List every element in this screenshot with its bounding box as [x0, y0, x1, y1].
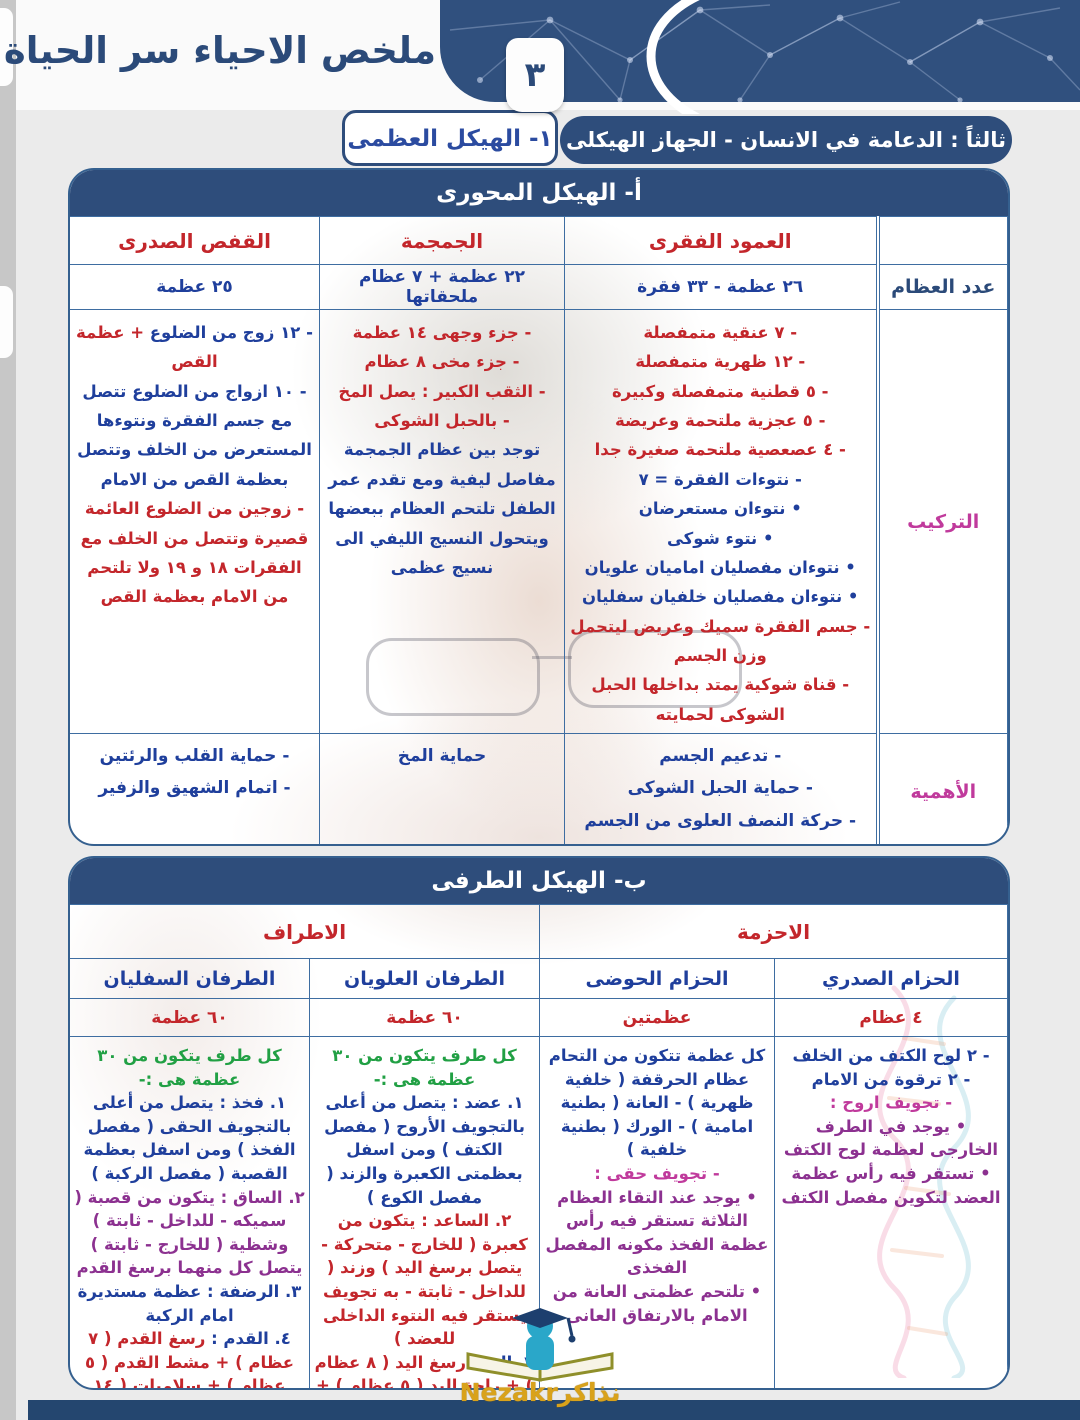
- list-item: • تلتحم عظمتى العانة من الامام بالارتفاق…: [552, 1281, 762, 1325]
- lower-limbs-bone-count: ٦٠ عظمة: [70, 998, 310, 1037]
- row-label-importance: الأهمية: [875, 733, 1008, 844]
- spine-bone-count: ٢٦ عظمة - ٣٣ فقرة: [564, 264, 878, 310]
- ribcage-bone-count: ٢٥ عظمة: [70, 264, 320, 310]
- pectoral-girdle-cell: - ٢ لوح الكتف من الخلف - ٢ ترقوة من الام…: [774, 1036, 1008, 1388]
- skull-note: توجد بين عظام الجمجمة مفاصل ليفية ومع تق…: [328, 440, 556, 577]
- pectoral-bone-count: ٤ عظام: [774, 998, 1008, 1037]
- column-header-ribcage: القفص الصدرى: [70, 216, 320, 265]
- list-item: ٢. الساعد : يتكون من كعبرة ( للخارج - مت…: [321, 1211, 528, 1349]
- list-item-segment: رسغ اليد ( ٨ عظام ) + راحة اليد ( ٥ عظام…: [314, 1352, 534, 1390]
- list-item-segment: + عظمة القص: [76, 323, 218, 372]
- spine-importance-cell: - تدعيم الجسم - حماية الحبل الشوكى - حرك…: [564, 733, 878, 844]
- watermark-logo: نذاكرNezakr: [430, 1296, 650, 1407]
- list-item: • نتوء شوكى: [666, 528, 774, 548]
- list-item: • نتوءان مستعرضان: [638, 499, 802, 519]
- watermark-latin: Nezakr: [459, 1378, 558, 1407]
- group-header-limbs: الاطراف: [70, 904, 540, 959]
- column-header-skull: الجمجمة: [319, 216, 565, 265]
- pelvic-bone-count: عظمتين: [539, 998, 775, 1037]
- list-item: ١. عضد : يتصل من أعلى بالتجويف الأروح ( …: [324, 1093, 525, 1207]
- page-edge-tab: [0, 8, 13, 86]
- axial-table-header: أ- الهيكل المحورى: [70, 170, 1008, 216]
- list-item: حماية المخ: [397, 746, 487, 766]
- list-item-segment: رسغ القدم ( ٧ عظام ) + مشط القدم ( ٥ عظا…: [84, 1329, 295, 1390]
- ribcage-importance-cell: - حماية القلب والرئتين - اتمام الشهيق وا…: [70, 733, 320, 844]
- list-item: - قناة شوكية يمتد بداخلها الحبل الشوكى ل…: [591, 675, 850, 724]
- page-number-tab: ٣: [506, 38, 564, 112]
- row-label-empty: [875, 216, 1008, 265]
- list-item: - زوجين من الضلوع العائمة قصيرة وتتصل من…: [80, 499, 309, 607]
- footer-bar: [28, 1400, 1080, 1420]
- skull-importance-cell: حماية المخ: [319, 733, 565, 844]
- list-item: • تستقر فيه رأس عظمة العضد لتكوين مفصل ا…: [781, 1163, 1001, 1207]
- list-item: • نتوءان مفصليان خلفيان سفليان: [582, 587, 859, 607]
- list-item: - تجويف اروح :: [829, 1093, 953, 1113]
- list-item: - نتوءات الفقرة = ٧: [638, 469, 802, 489]
- column-header-pectoral: الحزام الصدري: [774, 958, 1008, 999]
- list-item: - ٢ ترقوة من الامام: [811, 1069, 971, 1089]
- section-title-box: ١- الهيكل العظمى: [342, 110, 558, 166]
- list-item: - الثقب الكبير : يصل المخ: [338, 381, 546, 401]
- list-item: - ٥ قطنية متمفصلة وكبيرة: [612, 381, 829, 401]
- column-header-pelvic: الحزام الحوضى: [539, 958, 775, 999]
- list-item: - تجويف حقى :: [594, 1163, 720, 1183]
- group-header-girdles: الاحزمة: [539, 904, 1008, 959]
- list-item: كل طرف يتكون من ٣٠ عظمة هى :-: [97, 1046, 282, 1089]
- axial-table: العمود الفقرى الجمجمة القفص الصدرى عدد ا…: [70, 216, 1008, 844]
- list-item: كل عظمة تتكون من التحام عظام الحرقفة ( خ…: [548, 1046, 766, 1160]
- ribcage-structure-cell: - ١٢ زوج من الضلوع + عظمة القص - ١٠ ازوا…: [70, 309, 320, 734]
- watermark-text: نذاكرNezakr: [430, 1378, 650, 1407]
- list-item: - ١٠ ازواج من الضلوع تتصل مع جسم الفقرة …: [77, 381, 312, 489]
- network-pattern-icon: [449, 1, 1080, 102]
- list-item: - حركة النصف العلوى من الجسم: [584, 810, 857, 831]
- list-item: - ٤ عصعصية ملتحمة صغيرة جدا: [594, 440, 846, 460]
- row-label-structure: التركيب: [875, 309, 1008, 734]
- lower-limbs-cell: كل طرف يتكون من ٣٠ عظمة هى :- ١. فخذ : ي…: [70, 1036, 310, 1390]
- skull-structure-cell: - جزء وجهى ١٤ عظمة - جزء مخى ٨ عظام - ال…: [319, 309, 565, 734]
- list-item: ٣. الرضفة : عظمة مستديرة امام الركبة: [77, 1281, 302, 1325]
- row-label-bone-count: عدد العظام: [875, 264, 1008, 310]
- appendicular-table: الاحزمة الاطراف الحزام الصدري الحزام الح…: [70, 904, 1008, 1390]
- page-edge-tab: [0, 286, 13, 358]
- page-edge-strip: [0, 0, 16, 1420]
- section-badge: ثالثاً : الدعامة في الانسان - الجهاز اله…: [560, 116, 1012, 200]
- list-item: ٢. الساق : يتكون من قصبة ( سميكه - للداخ…: [74, 1187, 305, 1278]
- list-item: - جزء مخى ٨ عظام: [364, 352, 520, 372]
- list-item: - حماية القلب والرئتين: [99, 746, 290, 766]
- list-item: كل طرف يتكون من ٣٠ عظمة هى :-: [332, 1046, 517, 1089]
- column-header-lower-limbs: الطرفان السفليان: [70, 958, 310, 999]
- list-item: - جزء وجهى ١٤ عظمة: [352, 323, 532, 342]
- list-item: • نتوءان مفصليان اماميان علويان: [584, 557, 856, 577]
- column-header-upper-limbs: الطرفان العلويان: [309, 958, 540, 999]
- graduate-book-icon: [466, 1308, 614, 1382]
- list-item: • يوجد في الطرف الخارجى لعظمة لوح الكتف: [783, 1116, 999, 1160]
- list-item: - ٧ عنقية متمفصلة: [643, 323, 798, 342]
- list-item-segment: - ١٢ زوج من الضلوع: [144, 323, 313, 342]
- spine-structure-cell: - ٧ عنقية متمفصلة - ١٢ ظهرية متمفصلة - ٥…: [564, 309, 878, 734]
- axial-skeleton-card: أ- الهيكل المحورى العمود الفقرى الجمجمة …: [68, 168, 1010, 846]
- pelvic-girdle-cell: كل عظمة تتكون من التحام عظام الحرقفة ( خ…: [539, 1036, 775, 1388]
- list-item-segment: ٤. القدم :: [205, 1329, 291, 1349]
- skull-bone-count: ٢٢ عظمة + ٧ عظام ملحقاتها: [319, 264, 565, 310]
- list-item: - تدعيم الجسم: [659, 746, 782, 766]
- appendicular-table-header: ب- الهيكل الطرفى: [70, 858, 1008, 904]
- list-item: - ٥ عجزية ملتحمة وعريضة: [615, 411, 826, 431]
- list-item: ٤. القدم : رسغ القدم ( ٧ عظام ) + مشط ال…: [74, 1327, 305, 1390]
- watermark-arabic: نذاكر: [557, 1378, 621, 1407]
- list-item: • يوجد عند التقاء العظام الثلاثة تستقر ف…: [545, 1187, 769, 1278]
- list-item: - ١٢ ظهرية متمفصلة: [635, 352, 806, 372]
- page-title: ملخص الاحياء سر الحياة: [3, 29, 436, 72]
- list-item: - بالحبل الشوكى: [374, 411, 510, 431]
- column-header-spine: العمود الفقرى: [564, 216, 878, 265]
- list-item: ١. فخذ : يتصل من أعلى بالتجويف الحقى ( م…: [83, 1093, 296, 1183]
- list-item: - حماية الحبل الشوكى: [627, 778, 813, 799]
- list-item: - اتمام الشهيق والزفير: [98, 778, 291, 799]
- list-item: - جسم الفقرة سميك وعريض ليتحمل وزن الجسم: [570, 616, 871, 665]
- list-item: - ٢ لوح الكتف من الخلف: [792, 1046, 990, 1065]
- list-item: - ١٢ زوج من الضلوع + عظمة القص: [74, 318, 315, 377]
- appendicular-skeleton-card: ب- الهيكل الطرفى الاحزمة الاطراف الحزام …: [68, 856, 1010, 1390]
- banner-curve-decoration: [646, 0, 701, 114]
- upper-limbs-bone-count: ٦٠ عظمة: [309, 998, 540, 1037]
